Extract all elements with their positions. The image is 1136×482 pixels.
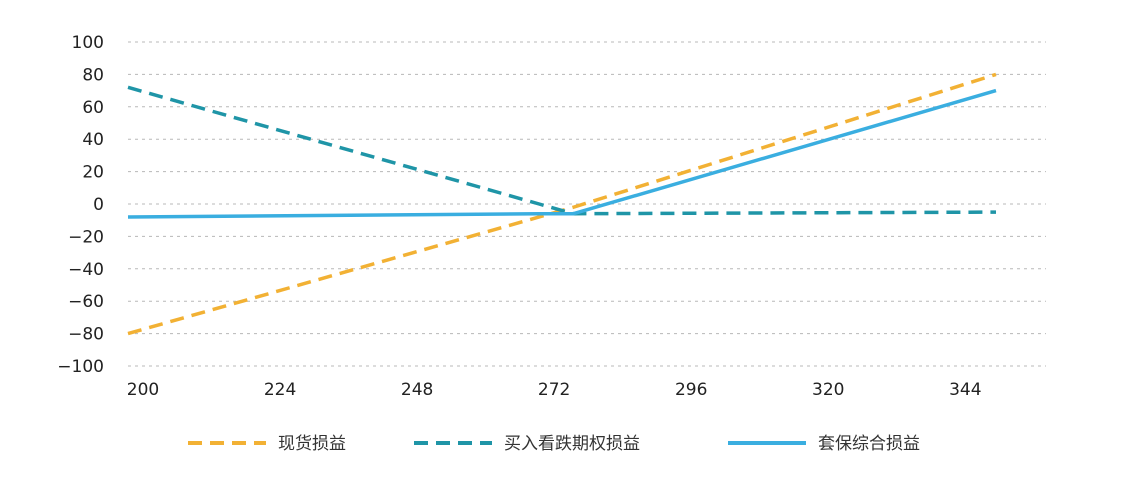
legend-label: 现货损益 (278, 434, 346, 454)
legend-label: 买入看跌期权损益 (504, 434, 640, 454)
y-tick-label: −80 (68, 325, 104, 345)
y-tick-label: −40 (68, 260, 104, 280)
legend: 现货损益 买入看跌期权损益 套保综合损益 (188, 434, 920, 454)
x-tick-label: 248 (401, 380, 433, 400)
series-line-2 (127, 85, 997, 216)
y-axis-ticks: 100 80 60 40 20 0 −20 −40 −60 −80 −100 (57, 33, 104, 377)
x-axis-ticks: 200 224 248 272 296 320 344 (127, 380, 982, 400)
x-tick-label: 344 (949, 380, 981, 400)
x-tick-label: 320 (812, 380, 844, 400)
y-tick-label: 20 (82, 163, 104, 183)
gridlines (128, 41, 1046, 367)
y-tick-label: 0 (93, 195, 104, 215)
y-tick-label: 80 (82, 65, 104, 85)
y-tick-label: −20 (68, 227, 104, 247)
legend-label: 套保综合损益 (818, 434, 920, 454)
series-lines (127, 72, 997, 336)
x-tick-label: 296 (675, 380, 707, 400)
y-tick-label: 60 (82, 98, 104, 118)
series-line-3 (127, 88, 997, 219)
y-tick-label: −100 (57, 357, 104, 377)
x-tick-label: 272 (538, 380, 570, 400)
y-tick-label: 40 (82, 130, 104, 150)
x-tick-label: 224 (264, 380, 296, 400)
y-tick-label: −60 (68, 292, 104, 312)
x-tick-label: 200 (127, 380, 159, 400)
y-tick-label: 100 (72, 33, 104, 53)
